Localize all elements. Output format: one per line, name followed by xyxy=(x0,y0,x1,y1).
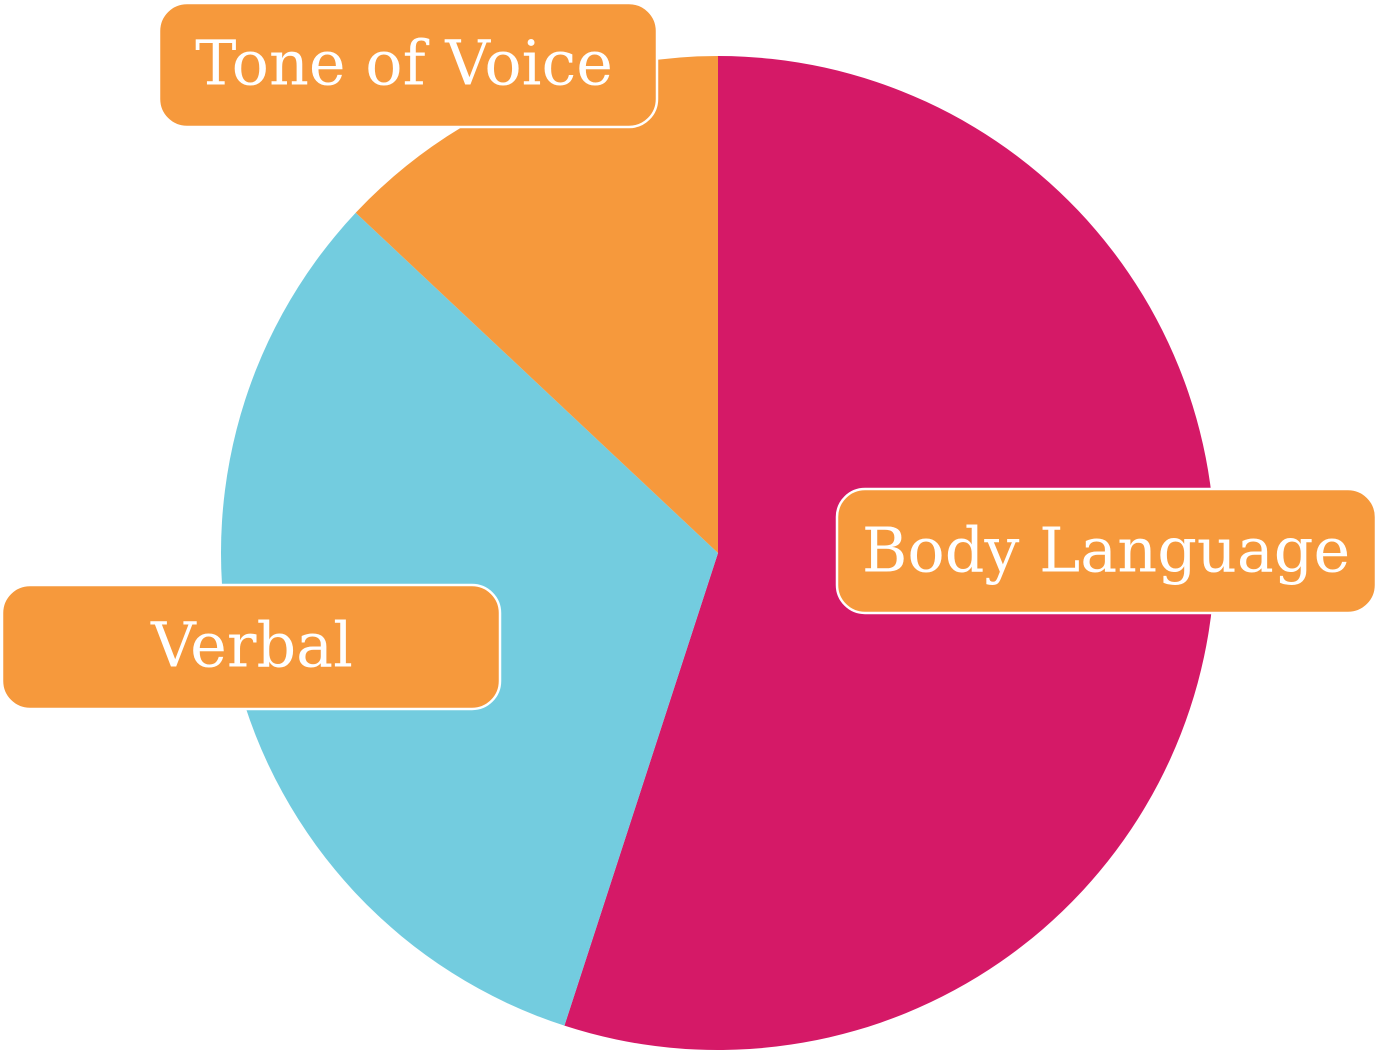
label-box-body-language xyxy=(835,487,1378,615)
label-tone-of-voice: Tone of Voice xyxy=(157,1,659,129)
pie-slice-tone-of-voice xyxy=(355,56,718,553)
label-verbal: Verbal xyxy=(0,583,502,711)
slice-label-body-language: Body Language xyxy=(862,514,1350,587)
label-body-language: Body Language xyxy=(835,487,1378,615)
slice-label-tone-of-voice: Tone of Voice xyxy=(195,27,613,100)
slice-label-verbal: Verbal xyxy=(150,609,353,682)
label-box-tone-of-voice xyxy=(157,1,659,129)
label-box-verbal xyxy=(0,583,502,711)
